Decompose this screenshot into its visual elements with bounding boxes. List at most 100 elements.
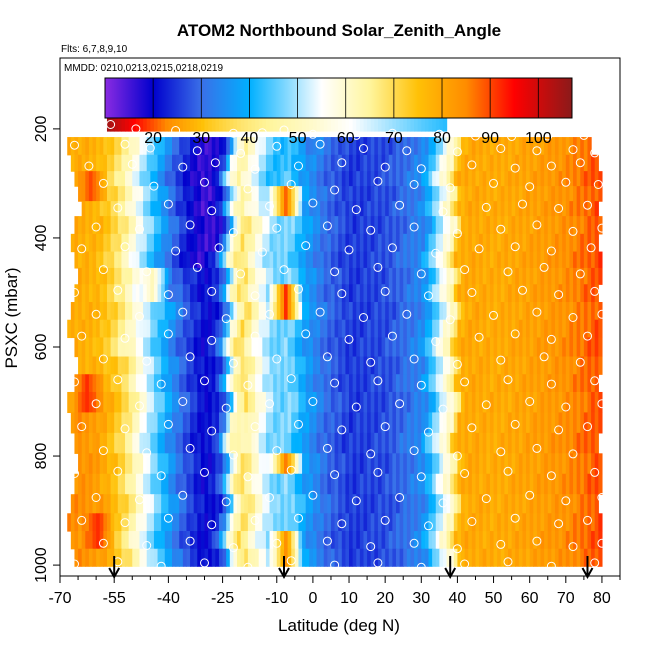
heatmap-cell	[74, 216, 79, 235]
heatmap-cell	[121, 284, 126, 303]
heatmap-cell	[583, 432, 589, 454]
heatmap-cell	[327, 513, 332, 532]
heatmap-cell	[70, 154, 76, 172]
heatmap-cell	[222, 473, 227, 495]
heatmap-cell	[190, 494, 195, 514]
heatmap-cell	[338, 356, 343, 375]
heatmap-cell	[237, 154, 242, 172]
heatmap-cell	[587, 453, 592, 475]
heatmap-cell	[410, 233, 415, 253]
heatmap-cell	[186, 337, 191, 358]
heatmap-cell	[424, 284, 430, 303]
heatmap-cell	[153, 412, 159, 434]
heatmap-cell	[341, 473, 347, 495]
heatmap-cell	[410, 186, 415, 202]
heatmap-cell	[114, 337, 119, 358]
heatmap-cell	[157, 251, 162, 269]
heatmap-cell	[508, 251, 513, 269]
heatmap-cell	[312, 171, 318, 187]
heatmap-cell	[211, 109, 216, 132]
sample-point	[171, 126, 181, 135]
sample-point	[243, 472, 253, 482]
heatmap-cell	[309, 109, 314, 132]
heatmap-cell	[522, 356, 527, 375]
heatmap-cell	[309, 201, 314, 217]
heatmap-cell	[204, 412, 209, 434]
heatmap-cell	[186, 319, 191, 339]
sample-point	[518, 199, 527, 209]
heatmap-cell	[309, 319, 314, 339]
y-axis-label: PSXC (mbar)	[2, 267, 21, 368]
heatmap-cell	[305, 171, 310, 187]
heatmap-cell	[302, 154, 307, 172]
heatmap-cell	[273, 356, 278, 375]
sample-point	[402, 309, 412, 319]
heatmap-cell	[175, 284, 180, 303]
heatmap-cell	[327, 391, 332, 414]
heatmap-cell	[414, 432, 419, 454]
heatmap-cell	[78, 302, 83, 321]
heatmap-row	[70, 494, 599, 514]
heatmap-cell	[96, 494, 101, 514]
heatmap-cell	[125, 531, 130, 550]
heatmap-cell	[388, 356, 393, 375]
heatmap-cell	[157, 186, 162, 202]
heatmap-cell	[106, 201, 112, 217]
heatmap-cell	[515, 154, 520, 172]
colorbar-tick-label: 60	[337, 130, 355, 147]
heatmap-cell	[453, 284, 459, 303]
heatmap-cell	[515, 302, 520, 321]
heatmap-cell	[309, 494, 314, 514]
heatmap-cell	[587, 154, 592, 172]
heatmap-cell	[247, 494, 253, 514]
heatmap-cell	[81, 154, 86, 172]
heatmap-cell	[244, 494, 249, 514]
heatmap-cell	[175, 412, 180, 434]
heatmap-cell	[182, 251, 188, 269]
heatmap-cell	[88, 251, 94, 269]
heatmap-cell	[547, 453, 552, 475]
heatmap-cell	[237, 453, 242, 475]
heatmap-cell	[461, 267, 466, 285]
sample-point	[496, 447, 506, 457]
heatmap-cell	[461, 171, 466, 187]
heatmap-cell	[399, 548, 404, 567]
heatmap-cell	[168, 391, 173, 414]
heatmap-cell	[461, 233, 466, 253]
heatmap-cell	[475, 186, 480, 202]
heatmap-cell	[161, 337, 166, 358]
heatmap-cell	[190, 154, 195, 172]
heatmap-cell	[544, 494, 549, 514]
heatmap-cell	[547, 494, 552, 514]
heatmap-cell	[359, 284, 365, 303]
heatmap-cell	[85, 302, 90, 321]
heatmap-cell	[186, 233, 191, 253]
heatmap-cell	[190, 233, 195, 253]
heatmap-cell	[414, 412, 419, 434]
heatmap-cell	[446, 201, 451, 217]
heatmap-cell	[522, 186, 527, 202]
heatmap-cell	[554, 284, 560, 303]
heatmap-cell	[598, 267, 603, 285]
heatmap-cell	[482, 494, 487, 514]
sample-point	[532, 146, 542, 156]
heatmap-cell	[526, 201, 531, 217]
heatmap-cell	[157, 531, 162, 550]
heatmap-cell	[591, 267, 596, 285]
heatmap-cell	[580, 337, 585, 358]
heatmap-cell	[489, 137, 495, 156]
heatmap-cell	[569, 548, 574, 567]
heatmap-cell	[125, 186, 130, 202]
heatmap-cell	[381, 548, 386, 567]
heatmap-cell	[562, 473, 567, 495]
heatmap-cell	[135, 356, 141, 375]
heatmap-cell	[164, 513, 169, 532]
heatmap-cell	[421, 319, 426, 339]
heatmap-cell	[193, 374, 198, 393]
sample-point	[120, 424, 130, 434]
heatmap-cell	[146, 412, 151, 434]
heatmap-cell	[287, 412, 292, 434]
heatmap-cell	[143, 154, 148, 172]
heatmap-cell	[67, 391, 72, 414]
heatmap-cell	[345, 319, 350, 339]
